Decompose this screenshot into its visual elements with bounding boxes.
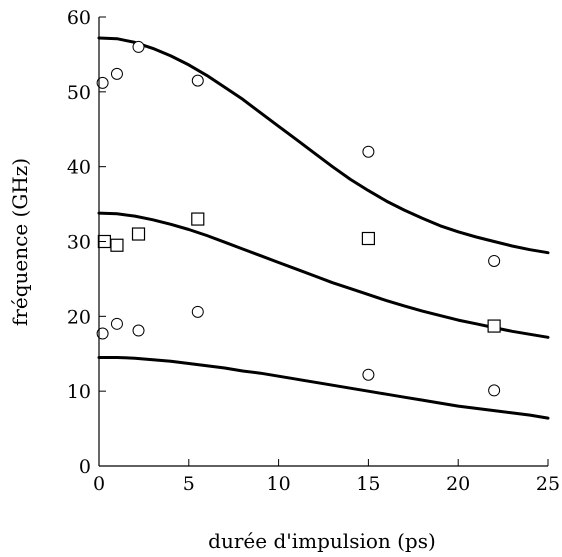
circle-marker [191,305,204,318]
circle-marker [132,40,145,53]
circle-marker [132,324,145,337]
circle-marker [191,74,204,87]
circle-marker [96,76,109,89]
x-tick-label: 5 [183,473,195,495]
x-tick-label: 15 [356,473,380,495]
model-curve [97,211,550,339]
x-tick-label: 10 [267,473,291,495]
y-tick-label: 30 [67,232,91,254]
model-curve [97,356,550,420]
x-axis-label: durée d'impulsion (ps) [208,529,436,553]
x-tick-label: 25 [536,473,560,495]
x-tick-label: 0 [93,473,105,495]
circle-marker [96,327,109,340]
y-tick-label: 0 [79,456,91,478]
circle-marker [362,145,375,158]
square-marker [361,231,375,246]
circle-marker [488,384,501,397]
y-tick-label: 10 [67,381,91,403]
circle-marker [110,67,123,80]
y-tick-label: 50 [67,82,91,104]
model-curves [97,36,550,420]
axes: 0 5 10 15 20 25 0 10 20 30 40 50 60 [67,7,560,495]
model-curve [97,36,550,255]
circle-marker [110,317,123,330]
y-tick-label: 40 [67,157,91,179]
circle-marker [488,254,501,267]
y-axis-label: fréquence (GHz) [8,158,32,326]
square-marker [487,319,501,333]
y-tick-label: 60 [67,7,91,29]
measured-points [96,40,501,397]
x-tick-label: 20 [446,473,470,495]
square-marker [191,212,205,226]
y-tick-label: 20 [67,306,91,328]
square-marker [110,238,124,252]
square-marker [131,227,146,241]
circle-marker [362,368,375,381]
